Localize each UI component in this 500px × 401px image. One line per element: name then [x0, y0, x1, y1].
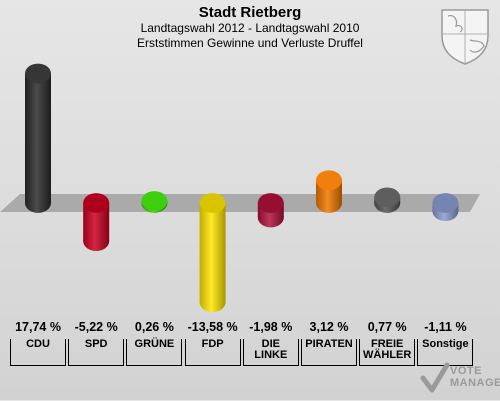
value-label-linke: -1,98 %: [249, 320, 293, 334]
checkmark-icon: [420, 362, 450, 393]
baseline-band: [0, 194, 480, 212]
logo-text-line2: MANAGER: [450, 377, 500, 389]
category-bracket-cdu: [10, 339, 66, 366]
logo-text-line1: VOTE: [450, 365, 482, 377]
chart-subtitle-2: Erststimmen Gewinne und Verluste Druffel: [137, 36, 363, 50]
category-labels-row: CDU SPD GRÜNE FDP DIE LINKE PIRATEN FREI…: [0, 336, 500, 366]
chart-title: Stadt Rietberg: [198, 4, 302, 21]
category-label-cdu: CDU: [26, 338, 50, 350]
value-label-piraten: 3,12 %: [309, 320, 349, 334]
bar-linke: [257, 193, 284, 228]
bar-spd: [83, 193, 110, 251]
value-label-fdp: -13,58 %: [187, 320, 238, 334]
votemanager-logo: VOTE MANAGER: [420, 362, 500, 396]
category-bracket-linke: [242, 339, 299, 366]
category-label-linke: DIE LINKE: [254, 338, 288, 361]
category-bracket-gruene: [126, 339, 183, 366]
category-bracket-freie-waehler: [359, 339, 416, 366]
bar-sonstige: [432, 193, 459, 221]
chart-subtitle-1: Landtagswahl 2012 - Landtagswahl 2010: [140, 21, 360, 35]
bar-freie-waehler: [374, 187, 401, 213]
category-label-freie-waehler: FREIE WÄHLER: [363, 338, 412, 361]
chart-titles: Stadt Rietberg Landtagswahl 2012 - Landt…: [0, 4, 500, 51]
bar-piraten: [316, 170, 342, 213]
category-label-piraten: PIRATEN: [305, 338, 353, 350]
bar-fdp: [199, 193, 226, 313]
coat-of-arms-icon: [441, 9, 489, 65]
category-label-sonstige: Sonstige: [422, 338, 469, 350]
category-bracket-piraten: [301, 339, 357, 366]
bar-gruene: [141, 191, 168, 213]
value-label-freie-waehler: 0,77 %: [367, 320, 407, 334]
value-label-spd: -5,22 %: [74, 320, 118, 334]
value-labels-row: 17,74 % -5,22 % 0,26 % -13,58 % -1,98 % …: [0, 320, 500, 336]
value-label-gruene: 0,26 %: [134, 320, 174, 334]
category-label-fdp: FDP: [201, 338, 224, 350]
value-label-cdu: 17,74 %: [15, 320, 61, 334]
bar-cdu: [25, 63, 51, 213]
category-label-spd: SPD: [84, 338, 108, 350]
category-bracket-spd: [68, 339, 125, 366]
category-bracket-fdp: [184, 339, 241, 366]
category-label-gruene: GRÜNE: [134, 338, 175, 350]
value-label-sonstige: -1,11 %: [424, 320, 467, 334]
